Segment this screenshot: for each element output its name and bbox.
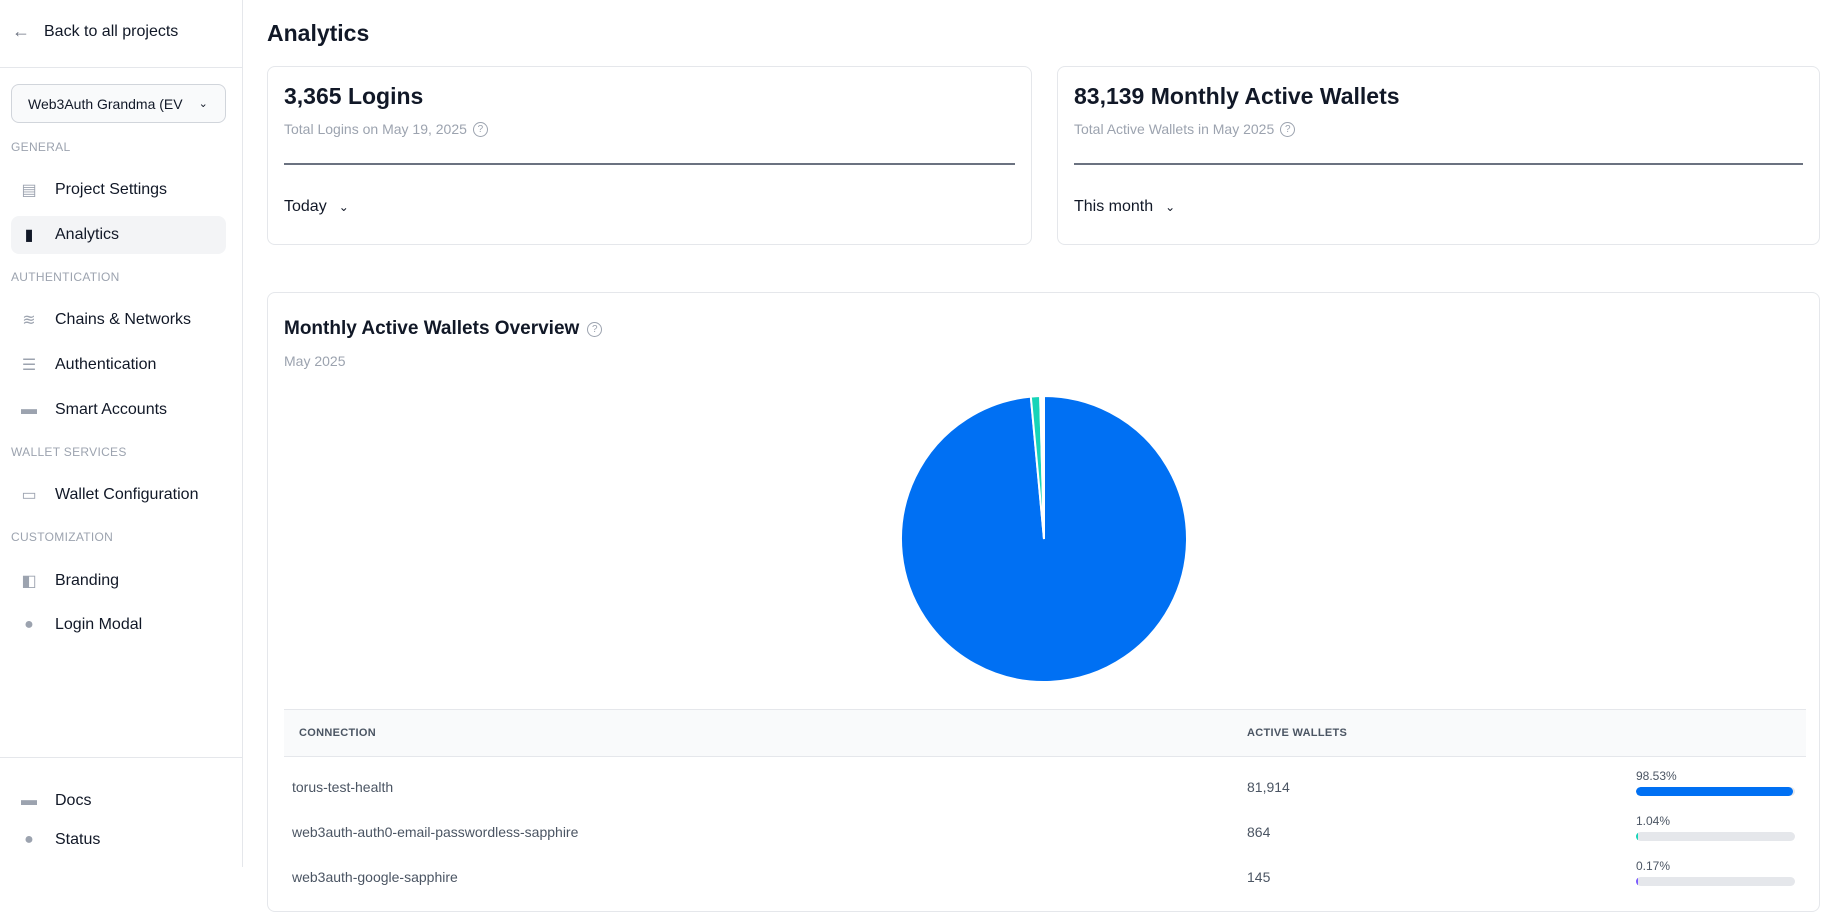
active-wallets-subtitle: Total Active Wallets in May 2025 [1074, 121, 1275, 137]
arrow-left-icon: ← [12, 21, 30, 41]
active-wallets-count: 864 [1247, 824, 1271, 840]
sidebar-item-label: Chains & Networks [55, 311, 192, 328]
sidebar-item-status[interactable]: ● Status [11, 821, 226, 859]
logins-value: 3,365 Logins [284, 83, 424, 109]
sidebar-item-label: Login Modal [55, 616, 143, 633]
share-bar [1636, 787, 1795, 796]
sidebar-item-label: Docs [55, 792, 92, 809]
active-wallets-card: 83,139 Monthly Active Wallets Total Acti… [1057, 66, 1820, 245]
share-percent: 98.53% [1636, 769, 1677, 783]
active-wallets-value: 83,139 Monthly Active Wallets [1074, 83, 1400, 109]
sidebar-item-branding[interactable]: ◧ Branding [11, 562, 226, 600]
back-link-label: Back to all projects [44, 22, 179, 40]
share-percent: 0.17% [1636, 859, 1671, 873]
column-header-active-wallets: ACTIVE WALLETS [1247, 727, 1348, 739]
share-percent: 1.04% [1636, 814, 1671, 828]
sidebar-item-login-modal[interactable]: ● Login Modal [11, 606, 226, 644]
chevron-down-icon: ⌄ [1165, 200, 1176, 214]
wifi-icon: ≋ [22, 312, 36, 329]
share-bar [1636, 877, 1795, 886]
project-select-value: Web3Auth Grandma (EV [28, 95, 183, 112]
project-select[interactable]: Web3Auth Grandma (EV ⌄ [11, 84, 226, 123]
section-header: AUTHENTICATION [11, 270, 120, 284]
sidebar-item-analytics[interactable]: ▮ Analytics [11, 216, 226, 254]
help-icon[interactable]: ? [1280, 121, 1296, 137]
help-icon[interactable]: ? [472, 121, 488, 137]
sidebar-item-chains-networks[interactable]: ≋ Chains & Networks [11, 301, 226, 339]
page-title: Analytics [267, 20, 370, 46]
sidebar-item-label: Wallet Configuration [55, 486, 199, 503]
sidebar-item-docs[interactable]: ▬ Docs [11, 782, 226, 820]
pie-slice-web3auth-google-sapphire[interactable] [1039, 395, 1045, 540]
wallets-period-dropdown[interactable]: This month ⌄ [1074, 198, 1175, 216]
section-header: CUSTOMIZATION [11, 530, 114, 544]
wallet-icon: ▭ [21, 487, 37, 504]
sidebar: ← Back to all projects Web3Auth Grandma … [0, 0, 243, 867]
logins-period-dropdown[interactable]: Today ⌄ [284, 198, 349, 216]
check-circle-icon: ● [24, 831, 34, 848]
sidebar-item-smart-accounts[interactable]: ▬ Smart Accounts [11, 391, 226, 429]
sidebar-item-label: Project Settings [55, 181, 168, 198]
overview-card: Monthly Active Wallets Overview ? May 20… [267, 292, 1820, 912]
sidebar-item-label: Analytics [55, 226, 120, 243]
share-bar [1636, 832, 1795, 841]
connection-name: torus-test-health [292, 779, 394, 795]
user-circle-icon: ● [24, 616, 34, 633]
document-icon: ▬ [21, 401, 37, 418]
help-icon[interactable]: ? [587, 321, 603, 337]
sidebar-item-wallet-configuration[interactable]: ▭ Wallet Configuration [11, 476, 226, 514]
overview-subtitle: May 2025 [284, 353, 346, 369]
period-value: This month [1074, 198, 1154, 215]
sidebar-item-label: Branding [55, 572, 120, 589]
palette-icon: ◧ [21, 573, 37, 590]
logins-card: 3,365 Logins Total Logins on May 19, 202… [267, 66, 1032, 245]
divider [0, 757, 242, 758]
database-icon: ☰ [21, 357, 37, 374]
section-header: GENERAL [11, 140, 71, 154]
connection-name: web3auth-auth0-email-passwordless-sapphi… [292, 824, 579, 840]
sidebar-item-project-settings[interactable]: ▤ Project Settings [11, 171, 226, 209]
table-header: CONNECTION ACTIVE WALLETS [284, 709, 1806, 757]
section-header: WALLET SERVICES [11, 445, 127, 459]
active-wallets-count: 145 [1247, 869, 1271, 885]
pie-chart [900, 394, 1188, 683]
sidebar-item-label: Authentication [55, 356, 157, 373]
sidebar-item-label: Smart Accounts [55, 401, 168, 418]
chevron-down-icon: ⌄ [198, 98, 208, 110]
back-link[interactable]: ← Back to all projects [12, 21, 178, 42]
clipboard-icon: ▤ [21, 182, 37, 199]
divider [284, 163, 1015, 165]
logins-subtitle: Total Logins on May 19, 2025 [284, 121, 467, 137]
period-value: Today [284, 198, 327, 215]
chart-icon: ▮ [24, 227, 34, 244]
sidebar-item-authentication[interactable]: ☰ Authentication [11, 346, 226, 384]
divider [0, 67, 242, 68]
column-header-connection: CONNECTION [299, 727, 376, 739]
chevron-down-icon: ⌄ [338, 200, 349, 214]
overview-title: Monthly Active Wallets Overview [284, 318, 580, 339]
connection-name: web3auth-google-sapphire [292, 869, 458, 885]
document-icon: ▬ [21, 792, 37, 809]
divider [1074, 163, 1803, 165]
sidebar-item-label: Status [55, 831, 101, 848]
active-wallets-count: 81,914 [1247, 779, 1290, 795]
